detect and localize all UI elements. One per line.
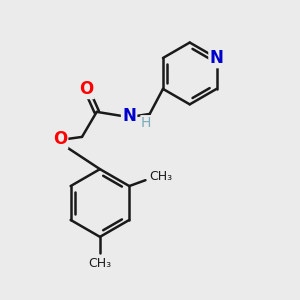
Text: N: N (210, 49, 224, 67)
Text: O: O (53, 130, 67, 148)
Text: O: O (79, 80, 94, 98)
Text: CH₃: CH₃ (88, 257, 112, 270)
Text: N: N (122, 107, 136, 125)
Text: H: H (141, 116, 152, 130)
Text: CH₃: CH₃ (149, 170, 172, 183)
